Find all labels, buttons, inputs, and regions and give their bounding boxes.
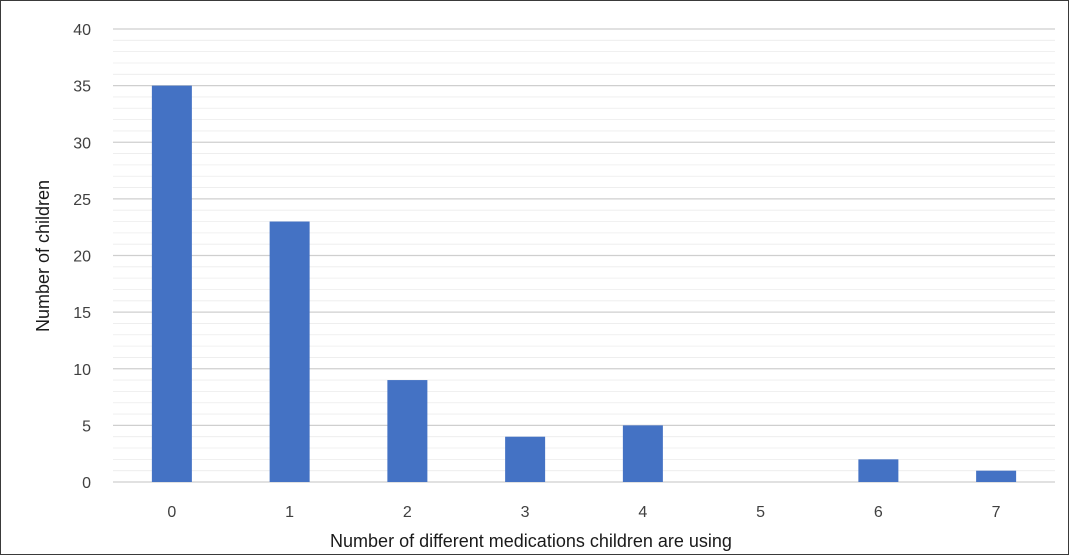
y-tick-label: 10 — [73, 362, 91, 379]
y-axis-title: Number of children — [33, 180, 53, 332]
y-tick-label: 25 — [73, 192, 91, 209]
x-tick-label: 6 — [874, 504, 883, 521]
x-tick-label: 5 — [756, 504, 765, 521]
x-tick-label: 0 — [167, 504, 176, 521]
bars — [151, 85, 1017, 482]
y-tick-label: 40 — [73, 22, 91, 39]
y-axis-ticks: 0 5 10 15 20 25 30 35 40 — [73, 22, 91, 492]
bar-4 — [622, 425, 663, 482]
bar-0 — [151, 85, 192, 482]
x-axis-title: Number of different medications children… — [330, 531, 732, 551]
bar-1 — [269, 221, 310, 482]
x-tick-label: 3 — [521, 504, 530, 521]
x-tick-label: 4 — [638, 504, 647, 521]
y-tick-label: 15 — [73, 305, 91, 322]
y-tick-label: 0 — [82, 475, 91, 492]
bar-6 — [858, 459, 899, 482]
x-tick-label: 1 — [285, 504, 294, 521]
bar-2 — [387, 380, 428, 482]
y-tick-label: 30 — [73, 135, 91, 152]
y-tick-label: 35 — [73, 79, 91, 96]
x-tick-label: 7 — [992, 504, 1001, 521]
bar-3 — [505, 436, 546, 482]
gridlines — [113, 28, 1055, 483]
bar-7 — [976, 470, 1017, 482]
y-tick-label: 5 — [82, 418, 91, 435]
x-axis-ticks: 0 1 2 3 4 5 6 7 — [167, 504, 1000, 521]
x-tick-label: 2 — [403, 504, 412, 521]
y-tick-label: 20 — [73, 249, 91, 266]
